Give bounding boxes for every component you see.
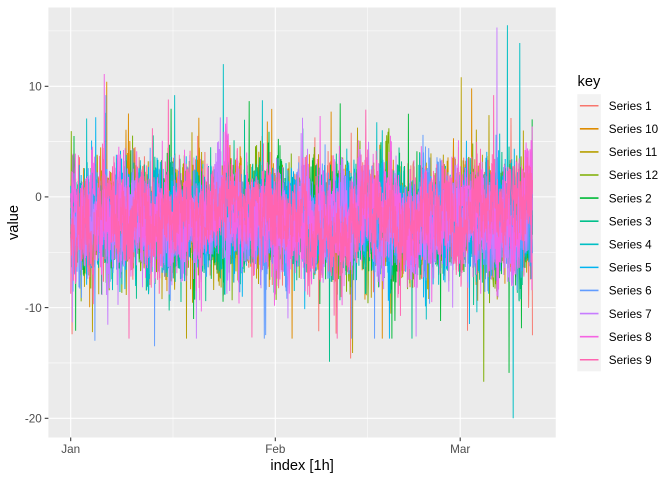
svg-text:index [1h]: index [1h] (270, 458, 334, 474)
svg-text:Series 6: Series 6 (609, 285, 652, 298)
svg-text:0: 0 (35, 191, 42, 204)
svg-text:Series 10: Series 10 (609, 123, 659, 136)
svg-text:Series 9: Series 9 (609, 354, 652, 367)
svg-text:Series 11: Series 11 (609, 146, 658, 159)
svg-text:-20: -20 (25, 413, 42, 426)
svg-text:key: key (578, 74, 601, 90)
svg-text:Series 8: Series 8 (609, 331, 652, 344)
svg-text:value: value (6, 205, 22, 240)
svg-text:10: 10 (29, 81, 43, 94)
svg-text:Series 4: Series 4 (609, 238, 652, 251)
svg-text:Jan: Jan (61, 443, 80, 456)
svg-text:Series 2: Series 2 (609, 192, 652, 205)
svg-text:Series 1: Series 1 (609, 100, 652, 113)
svg-text:Mar: Mar (450, 443, 470, 456)
svg-text:-10: -10 (25, 302, 42, 315)
svg-text:Series 7: Series 7 (609, 308, 652, 321)
svg-text:Series 3: Series 3 (609, 215, 652, 228)
svg-text:Feb: Feb (265, 443, 286, 456)
svg-text:Series 5: Series 5 (609, 262, 652, 275)
svg-text:Series 12: Series 12 (609, 169, 658, 182)
